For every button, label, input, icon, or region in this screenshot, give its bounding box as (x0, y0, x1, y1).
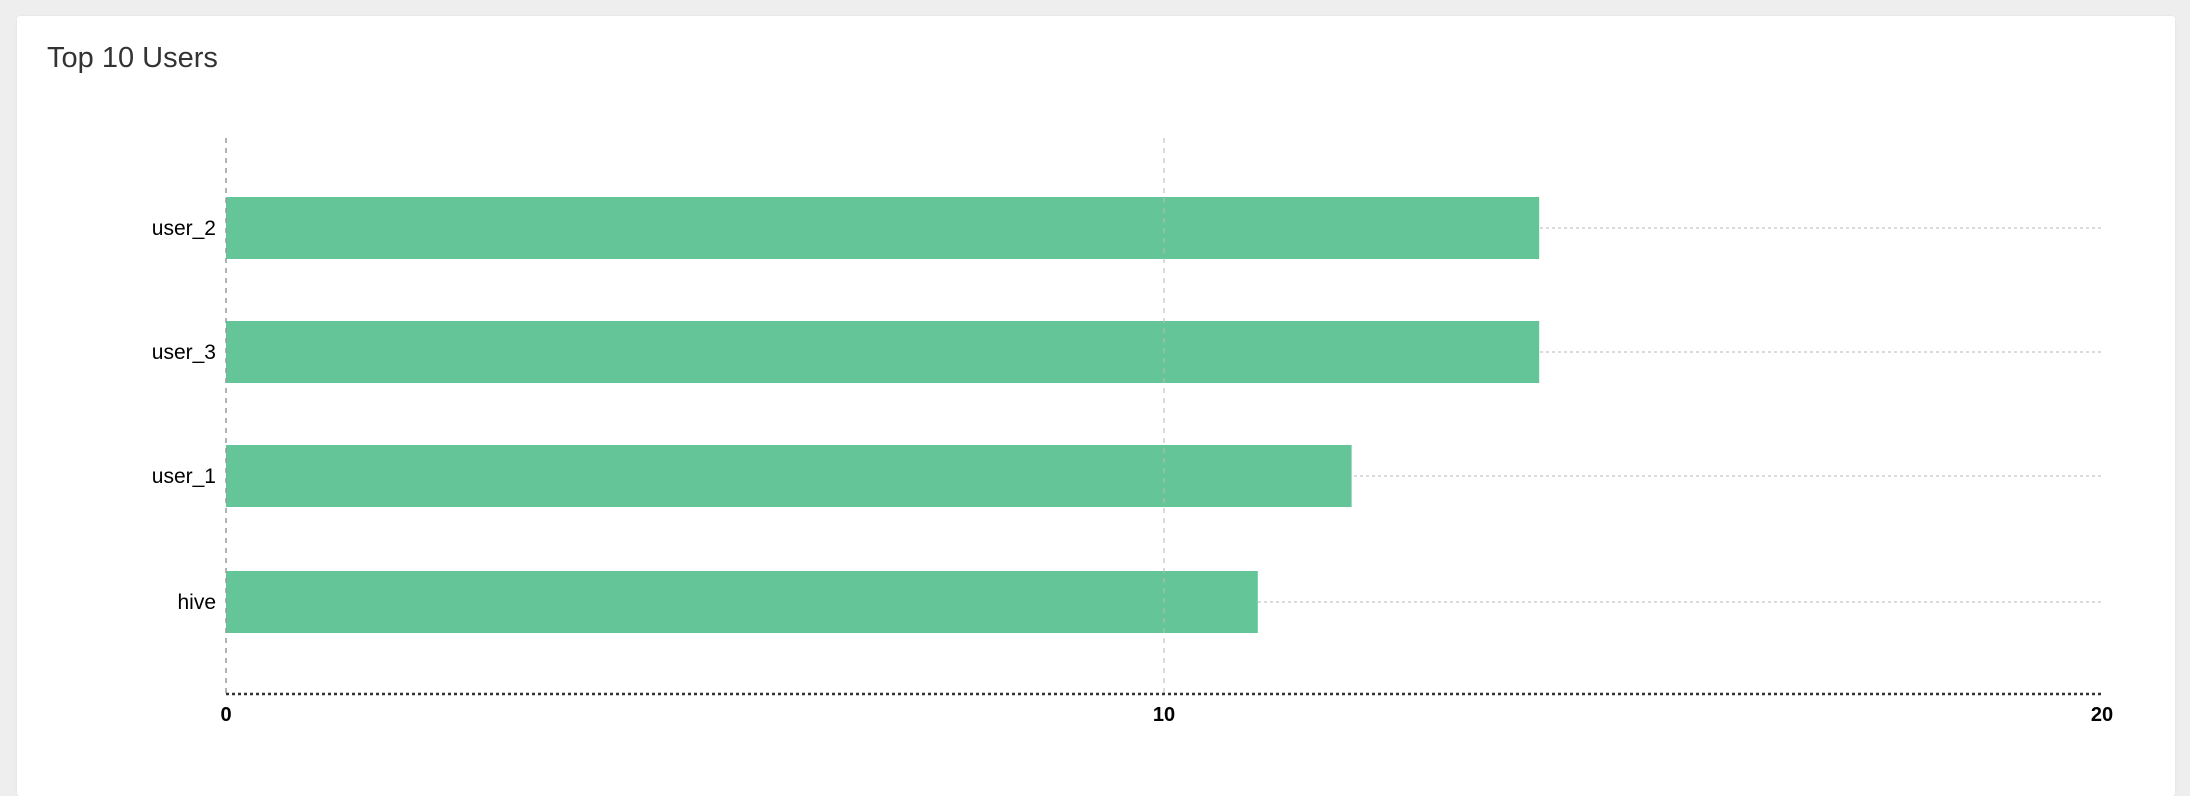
x-tick-label: 20 (2091, 704, 2113, 726)
y-tick-label: user_1 (152, 465, 216, 488)
x-tick-label: 0 (220, 704, 231, 726)
y-tick-label: user_3 (152, 341, 216, 364)
chart-card: Top 10 Users (17, 16, 2175, 796)
y-tick-label: hive (177, 591, 216, 614)
y-tick-label: user_2 (152, 217, 216, 240)
bar-user_3 (226, 321, 1540, 383)
bar-hive (226, 571, 1258, 633)
bar-user_2 (226, 197, 1540, 259)
bar-user_1 (226, 445, 1352, 507)
chart-title: Top 10 Users (47, 42, 218, 74)
x-tick-label: 10 (1153, 704, 1175, 726)
